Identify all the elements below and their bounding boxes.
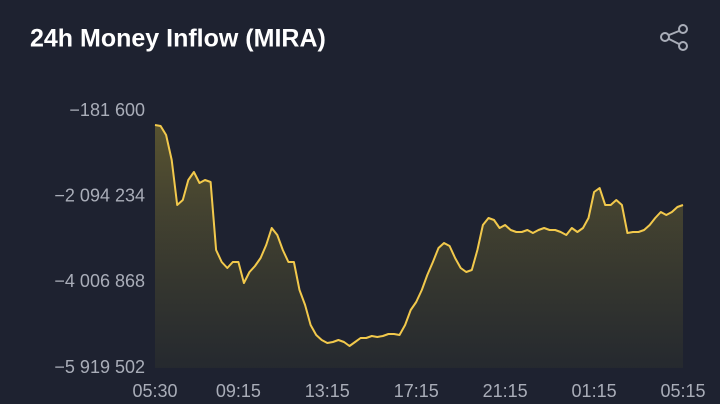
line xyxy=(154,124,684,347)
x-tick-label: 01:15 xyxy=(572,381,617,401)
x-tick-label: 17:15 xyxy=(394,381,439,401)
x-tick-label: 21:15 xyxy=(483,381,528,401)
y-tick-label: −181 600 xyxy=(69,100,145,120)
area xyxy=(155,125,683,368)
chart-title: 24h Money Inflow (MIRA) xyxy=(30,25,326,53)
y-tick-label: −5 919 502 xyxy=(54,357,145,377)
x-tick-label: 05:30 xyxy=(132,381,177,401)
y-tick-label: −2 094 234 xyxy=(54,185,145,205)
share-icon[interactable] xyxy=(660,24,688,51)
y-tick-label: −4 006 868 xyxy=(54,271,145,291)
x-tick-label: 09:15 xyxy=(216,381,261,401)
x-tick-label: 13:15 xyxy=(305,381,350,401)
x-tick-label: 05:15 xyxy=(660,381,705,401)
